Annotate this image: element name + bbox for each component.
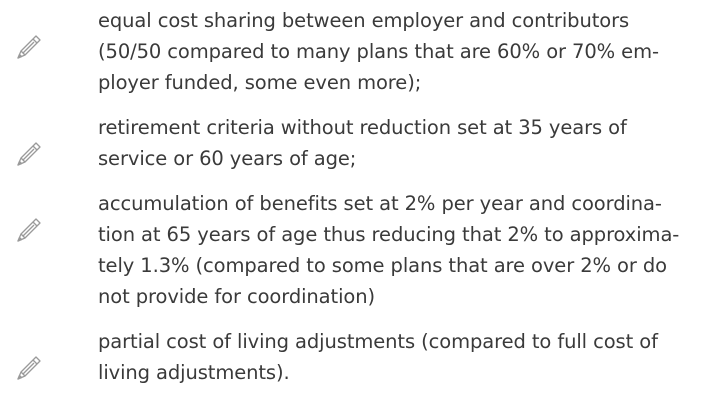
bullet: [14, 32, 44, 62]
pencil-icon: [17, 356, 41, 380]
text-line: not provide for coordination): [98, 285, 375, 308]
text-line: tion at 65 years of age thus reducing th…: [98, 223, 680, 246]
text-line: partial cost of living adjustments (comp…: [98, 330, 658, 353]
bullet: [14, 215, 44, 245]
pencil-icon: [17, 142, 41, 166]
text-line: ployer funded, some even more);: [98, 71, 422, 94]
text-line: living adjustments).: [98, 361, 290, 384]
text-line: tely 1.3% (compared to some plans that a…: [98, 254, 668, 277]
text-line: retirement criteria without reduction se…: [98, 116, 627, 139]
bullet: [14, 139, 44, 169]
text-line: accumulation of benefits set at 2% per y…: [98, 192, 662, 215]
text-line: service or 60 years of age;: [98, 147, 357, 170]
text-line: (50/50 compared to many plans that are 6…: [98, 40, 659, 63]
text-line: equal cost sharing between employer and …: [98, 9, 630, 32]
pencil-icon: [17, 218, 41, 242]
pencil-icon: [17, 35, 41, 59]
bullet: [14, 353, 44, 383]
